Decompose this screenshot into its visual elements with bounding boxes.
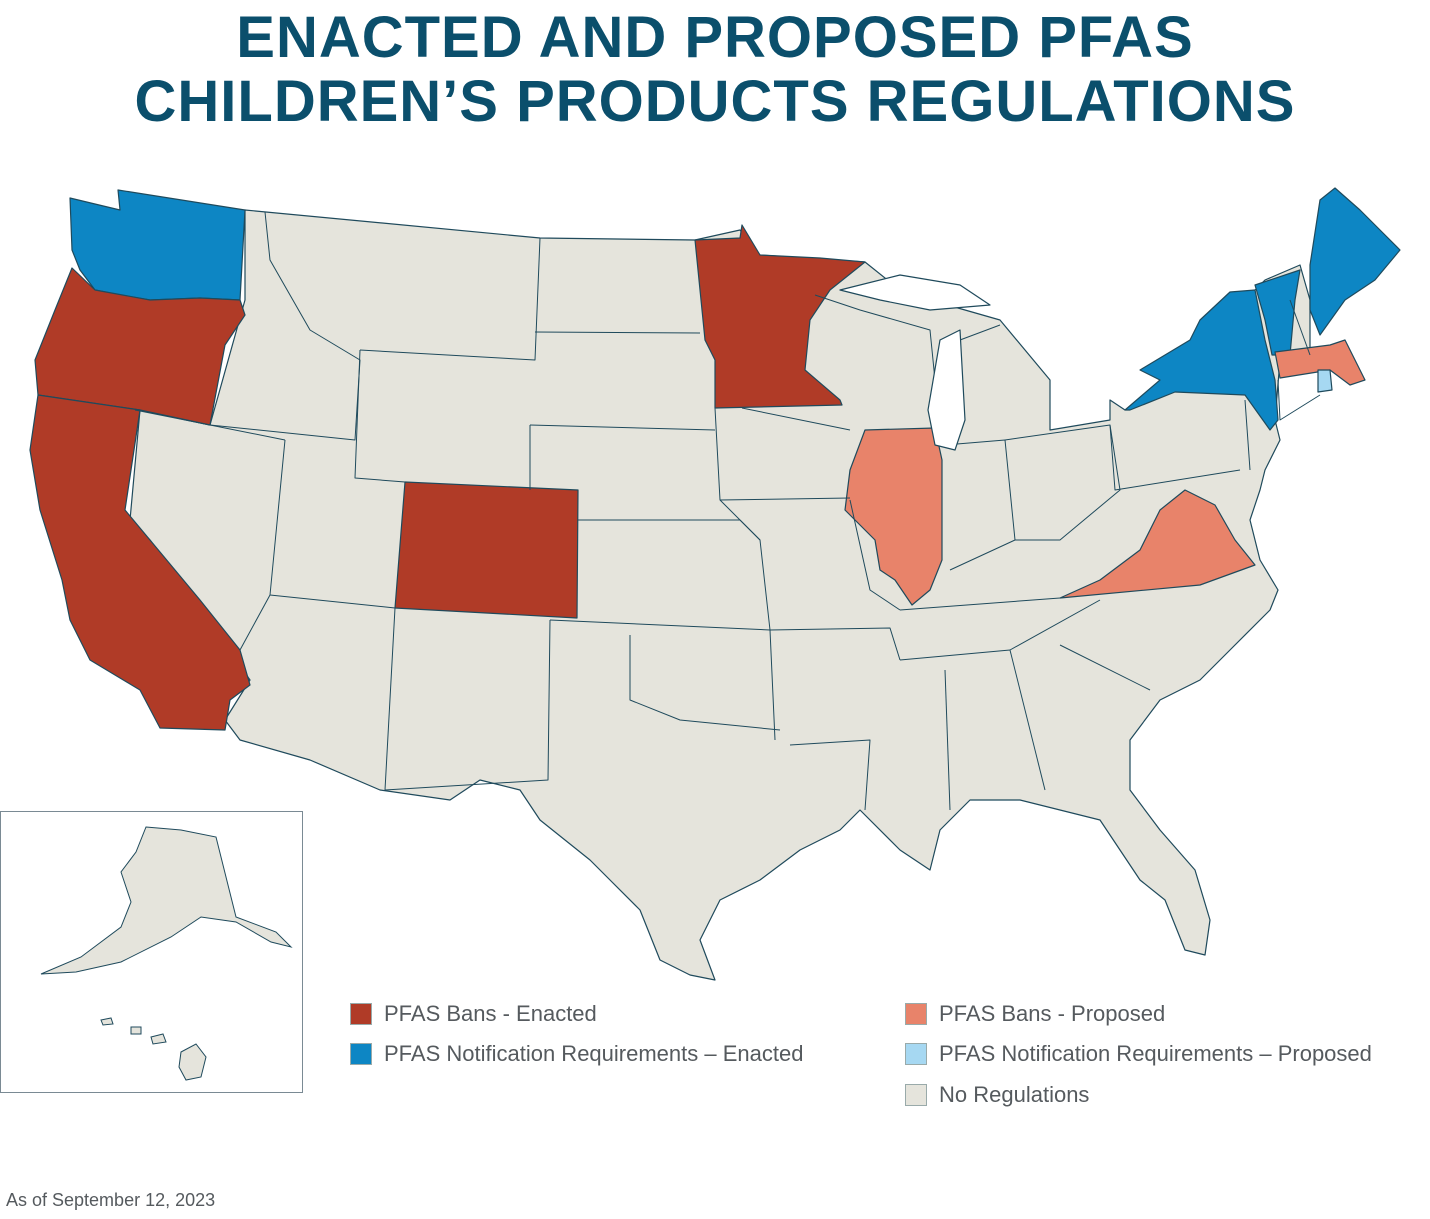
- title-line-2: CHILDREN’S PRODUCTS REGULATIONS: [134, 69, 1296, 134]
- legend-item-bans-enacted: PFAS Bans - Enacted: [350, 1001, 597, 1026]
- state-colorado: [394, 481, 579, 619]
- legend-swatch-no-regulations: [905, 1084, 927, 1106]
- state-minnesota: [694, 224, 866, 409]
- legend-label-bans-proposed: PFAS Bans - Proposed: [939, 1001, 1166, 1026]
- footnote-date: As of September 12, 2023: [6, 1190, 216, 1210]
- title-line-1: ENACTED AND PROPOSED PFAS: [236, 5, 1194, 70]
- state-alaska: [40, 826, 293, 975]
- state-california: [29, 394, 251, 731]
- state-maine: [1309, 187, 1401, 336]
- state-virginia: [1059, 489, 1256, 599]
- legend-label-notification-enacted: PFAS Notification Requirements – Enacted: [384, 1041, 804, 1066]
- state-rhode-island: [1317, 369, 1333, 393]
- state-new-york: [1124, 289, 1279, 431]
- state-hawaii: [100, 1017, 207, 1081]
- state-oregon: [34, 267, 246, 426]
- lake-superior: [839, 274, 991, 311]
- inset-map: [40, 826, 293, 1081]
- legend-item-notification-proposed: PFAS Notification Requirements – Propose…: [905, 1041, 1372, 1066]
- legend-swatch-bans-proposed: [905, 1003, 927, 1025]
- state-washington: [69, 189, 246, 301]
- lake-michigan: [927, 329, 966, 451]
- alaska-hawaii-inset: [0, 811, 303, 1093]
- legend-swatch-bans-enacted: [350, 1003, 372, 1025]
- legend-item-bans-proposed: PFAS Bans - Proposed: [905, 1001, 1166, 1026]
- state-massachusetts: [1274, 339, 1366, 386]
- legend-swatch-notification-proposed: [905, 1043, 927, 1065]
- legend-item-no-regulations: No Regulations: [905, 1082, 1090, 1107]
- legend-label-no-regulations: No Regulations: [939, 1082, 1090, 1107]
- legend-item-notification-enacted: PFAS Notification Requirements – Enacted: [350, 1041, 804, 1066]
- legend-label-bans-enacted: PFAS Bans - Enacted: [384, 1001, 597, 1026]
- state-illinois: [844, 427, 943, 606]
- legend-label-notification-proposed: PFAS Notification Requirements – Propose…: [939, 1041, 1372, 1066]
- legend-swatch-notification-enacted: [350, 1043, 372, 1065]
- map-title: ENACTED AND PROPOSED PFAS CHILDREN’S PRO…: [0, 6, 1430, 134]
